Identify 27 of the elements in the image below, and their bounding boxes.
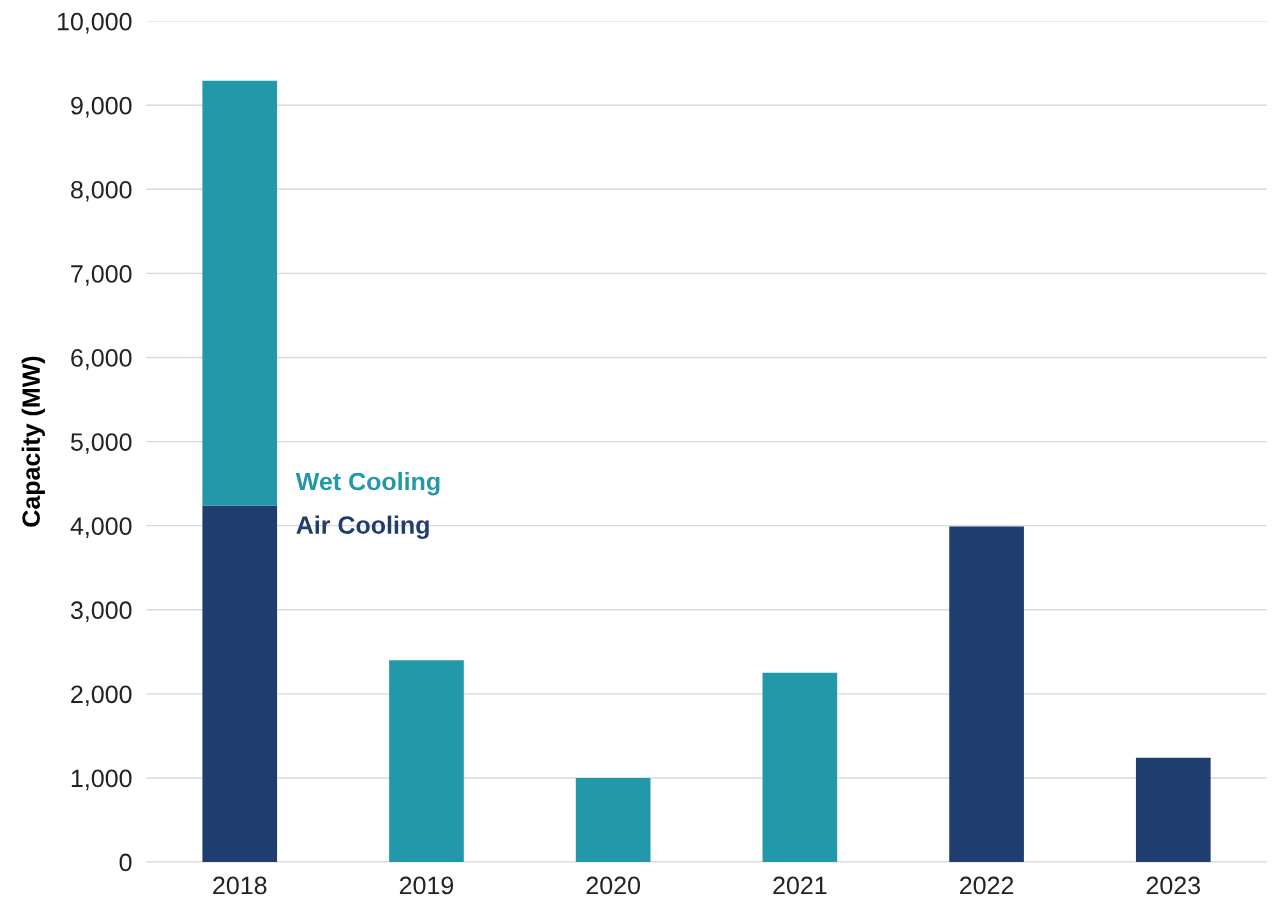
bar — [202, 505, 278, 863]
y-tick-label: 8,000 — [71, 180, 132, 202]
y-tick-label: 4,000 — [70, 517, 132, 538]
y-tick-label: 0 — [119, 853, 132, 872]
y-tick-label: 9,000 — [71, 96, 132, 118]
x-tick-label: 2020 — [586, 876, 640, 895]
series-label: Air Cooling — [296, 515, 429, 539]
y-tick-label: 3,000 — [70, 601, 132, 623]
y-tick-label: 10,000 — [57, 12, 132, 34]
bar — [1135, 757, 1211, 863]
x-tick-label: 2018 — [213, 876, 267, 895]
y-tick-label: 1,000 — [71, 769, 132, 791]
x-tick-label: 2022 — [960, 876, 1014, 895]
bar — [389, 660, 464, 863]
bar — [202, 80, 278, 506]
y-axis-title: Capacity (MW) — [21, 356, 45, 527]
bar — [575, 777, 651, 863]
bar — [949, 526, 1024, 863]
x-tick-label: 2019 — [399, 876, 454, 895]
series-label: Wet Cooling — [295, 471, 440, 496]
y-tick-label: 2,000 — [71, 685, 132, 707]
y-tick-label: 7,000 — [71, 265, 132, 286]
y-tick-label: 5,000 — [70, 433, 132, 454]
bar — [762, 672, 838, 863]
y-tick-label: 6,000 — [71, 349, 132, 370]
x-tick-label: 2021 — [773, 876, 827, 895]
x-tick-label: 2023 — [1146, 876, 1200, 895]
